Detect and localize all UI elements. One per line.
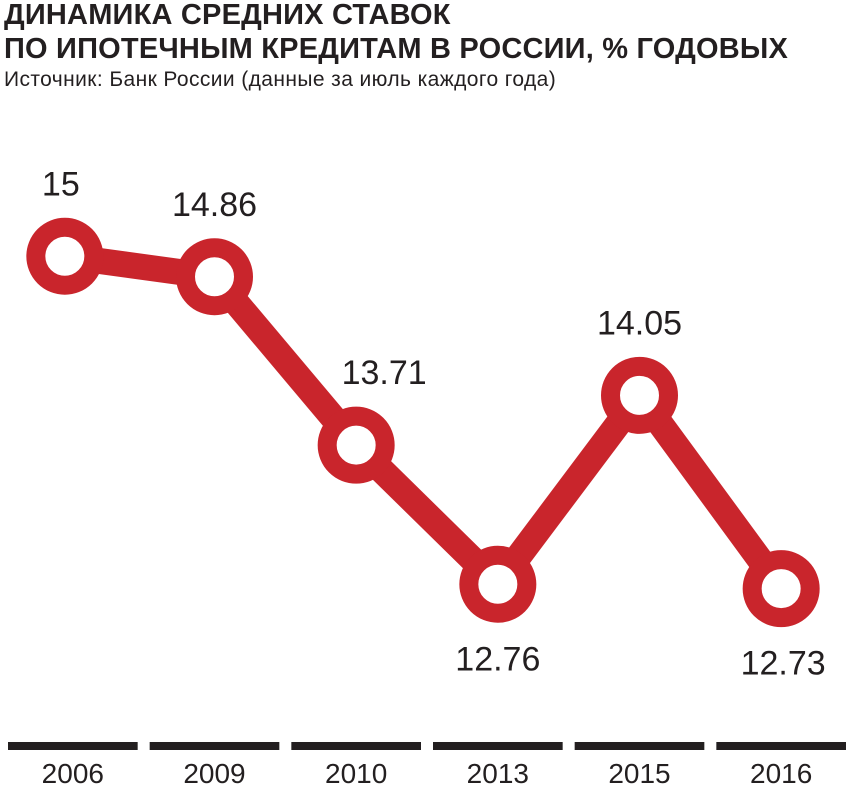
axis-bar-segment [433, 742, 563, 750]
axis-bar-segment [149, 742, 280, 750]
axis-bar-segment [291, 742, 421, 750]
axis-bar-segment [8, 742, 138, 750]
data-point-marker [317, 406, 395, 484]
data-label: 13.71 [342, 354, 427, 392]
data-point-marker [26, 217, 104, 295]
data-point-marker [742, 550, 820, 628]
data-point-marker [459, 545, 537, 623]
axis-bar-segment [574, 742, 705, 750]
x-tick-label: 2016 [750, 758, 812, 787]
data-point-marker [176, 238, 253, 316]
chart-source-subtitle: Источник: Банк России (данные за июль ка… [4, 68, 557, 91]
data-point-marker [601, 356, 678, 434]
series-line-segment [629, 387, 792, 597]
data-label: 12.73 [741, 645, 826, 683]
data-label: 14.86 [172, 186, 257, 224]
x-axis: 2006 2009 2010 2013 2015 2016 [8, 742, 846, 787]
chart-title-line-1: ДИНАМИКА СРЕДНИХ СТАВОК [4, 0, 451, 31]
x-tick-label: 2010 [325, 758, 387, 787]
data-label: 14.05 [597, 304, 682, 342]
x-tick-label: 2006 [42, 758, 104, 787]
series-markers [26, 217, 820, 628]
data-labels: 15 14.86 13.71 12.76 14.05 12.73 [42, 165, 826, 682]
axis-bar-segment [716, 742, 846, 750]
chart-title-line-2: ПО ИПОТЕЧНЫМ КРЕДИТАМ В РОССИИ, % ГОДОВЫ… [4, 33, 788, 65]
x-tick-label: 2015 [608, 758, 670, 787]
data-label: 15 [42, 165, 80, 203]
x-tick-label: 2013 [467, 758, 529, 787]
series-line-segment [487, 387, 650, 593]
data-label: 12.76 [455, 640, 540, 678]
x-tick-label: 2009 [183, 758, 245, 787]
